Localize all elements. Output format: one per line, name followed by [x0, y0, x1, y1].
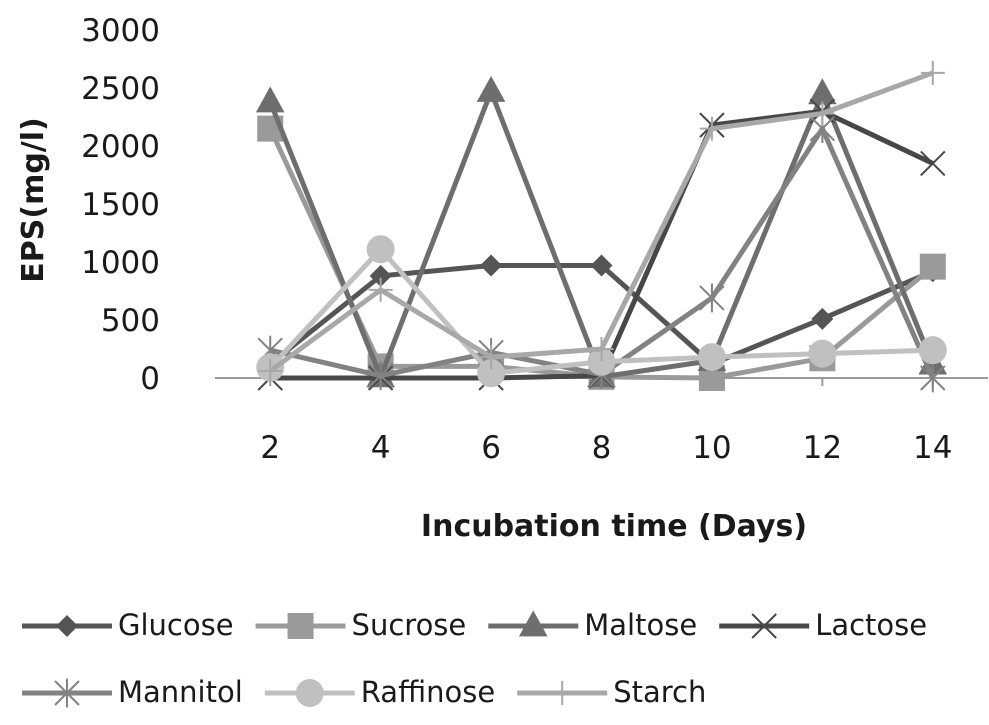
x-tick-label: 4: [371, 430, 391, 466]
legend-item: Maltose: [488, 608, 697, 642]
data-point: [550, 681, 575, 705]
data-point: [810, 101, 835, 126]
legend-item: Raffinose: [264, 675, 495, 709]
data-point: [918, 336, 947, 365]
legend-item: Sucrose: [255, 608, 467, 642]
y-tick-label: 1000: [81, 245, 160, 281]
data-point: [295, 679, 324, 707]
data-point: [287, 613, 314, 639]
data-point: [476, 75, 506, 102]
legend-label: Lactose: [815, 608, 927, 642]
legend-label: Maltose: [584, 608, 697, 642]
data-point: [589, 337, 614, 361]
x-axis-title: Incubation time (Days): [421, 509, 807, 544]
y-tick-label: 500: [101, 303, 160, 339]
y-tick-label: 0: [140, 361, 160, 397]
data-point: [697, 343, 726, 372]
data-point: [255, 86, 285, 113]
data-point: [56, 615, 78, 637]
x-tick-label: 6: [481, 430, 501, 466]
x-tick-label: 12: [803, 430, 842, 466]
data-point: [808, 78, 837, 105]
y-tick-label: 2000: [81, 129, 160, 165]
data-point: [518, 610, 548, 637]
legend-label: Glucose: [118, 608, 234, 642]
data-point: [699, 116, 724, 141]
x-axis-ticks: 2 4 6 8 10 12 14: [260, 378, 953, 466]
x-tick-label: 14: [913, 430, 952, 466]
y-axis-title: EPS(mg/l): [16, 117, 51, 282]
data-point: [368, 277, 393, 302]
data-point: [366, 235, 395, 264]
data-point: [920, 60, 945, 85]
legend-label: Sucrose: [352, 608, 467, 642]
data-point: [479, 345, 504, 370]
y-tick-label: 1500: [81, 187, 160, 223]
legend-label: Raffinose: [361, 675, 495, 709]
x-tick-label: 10: [692, 430, 731, 466]
legend-label: Mannitol: [118, 675, 243, 709]
series-starch: [258, 60, 945, 384]
data-point: [920, 363, 946, 393]
y-tick-label: 2500: [81, 71, 160, 107]
data-point: [751, 613, 777, 639]
legend-item: Starch: [517, 675, 706, 709]
data-point: [258, 359, 283, 384]
x-tick-label: 2: [260, 430, 280, 466]
series-line: [267, 88, 936, 380]
data-point: [590, 254, 613, 277]
legend-item: Mannitol: [22, 675, 243, 709]
data-point: [54, 678, 80, 708]
legend-item: Glucose: [22, 608, 234, 642]
series-layer: [255, 60, 948, 393]
x-tick-label: 8: [592, 430, 612, 466]
legend-label: Starch: [613, 675, 706, 709]
data-point: [477, 359, 506, 388]
data-point: [699, 283, 725, 313]
y-axis-ticks: 0 500 1000 1500 2000 2500 3000: [81, 13, 160, 397]
data-point: [367, 361, 394, 391]
legend: Glucose Sucrose Maltose Lactose Mannitol Raff…: [22, 608, 927, 709]
data-point: [587, 347, 616, 376]
data-point: [369, 264, 392, 287]
data-point: [811, 307, 834, 330]
data-point: [919, 253, 946, 280]
data-point: [480, 254, 503, 277]
data-point: [920, 150, 946, 177]
y-tick-label: 3000: [81, 13, 160, 49]
data-point: [808, 339, 837, 368]
legend-item: Lactose: [719, 608, 927, 642]
